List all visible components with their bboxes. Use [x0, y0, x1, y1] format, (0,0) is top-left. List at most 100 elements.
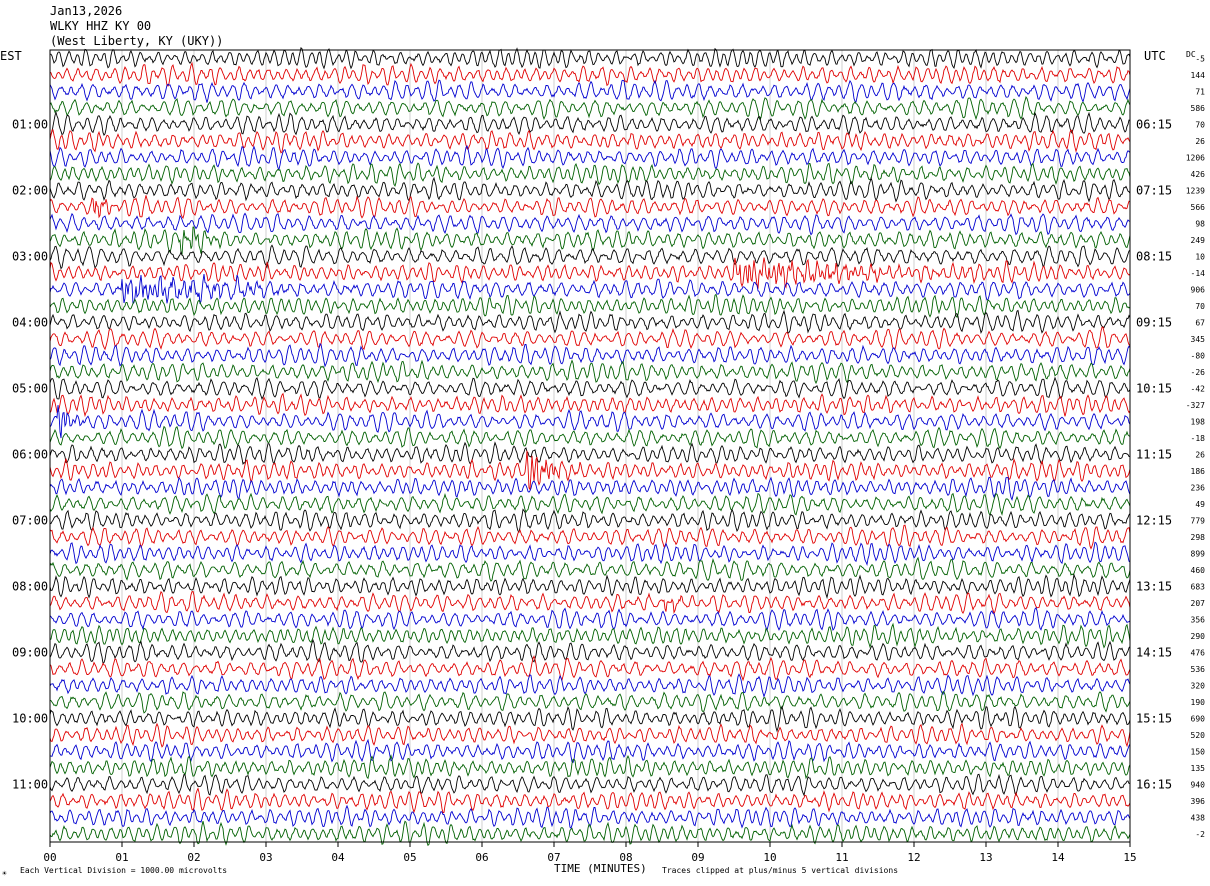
minute-grid — [121, 50, 1059, 842]
est-hour-label: 10:00 — [12, 711, 48, 725]
utc-hour-label: 10:15 — [1136, 381, 1172, 395]
seismic-trace-41 — [49, 722, 1131, 748]
plot-header: Jan13,2026 WLKY HHZ KY 00 (West Liberty,… — [50, 4, 223, 49]
x-tick-label: 11 — [835, 851, 848, 864]
est-hour-labels: 01:00 02:00 03:00 04:00 05:00 06:00 07:00 08:00… — [12, 117, 48, 791]
seismic-trace-32 — [49, 573, 1131, 600]
station-location: (West Liberty, KY (UKY)) — [50, 34, 224, 48]
x-tick-label: 04 — [331, 851, 345, 864]
x-tick-label: 03 — [259, 851, 272, 864]
dc-offset-value: 536 — [1191, 665, 1206, 674]
seismic-trace-36 — [49, 638, 1131, 665]
utc-hour-label: 12:15 — [1136, 513, 1172, 527]
dc-offset-labels: -5 144 71 586 70 26 1206 426 1239 566 98 249 10 -14 90… — [1186, 54, 1205, 839]
x-tick-label: 01 — [115, 851, 128, 864]
seismic-trace-38 — [49, 673, 1131, 699]
est-axis-title: EST — [0, 49, 22, 63]
dc-offset-value: 98 — [1195, 219, 1205, 228]
x-tick-label: 12 — [907, 851, 920, 864]
utc-hour-label: 06:15 — [1136, 117, 1172, 131]
dc-offset-value: 49 — [1195, 500, 1205, 509]
seismic-trace-26 — [49, 476, 1131, 501]
dc-offset-value: -18 — [1191, 434, 1206, 443]
seismic-trace-27 — [49, 492, 1131, 517]
dc-offset-value: 566 — [1191, 203, 1206, 212]
dc-offset-value: -5 — [1195, 54, 1205, 63]
dc-offset-value: 690 — [1191, 714, 1206, 723]
seismic-trace-39 — [49, 691, 1131, 714]
dc-offset-value: 779 — [1191, 516, 1206, 525]
seismic-trace-0 — [49, 46, 1131, 70]
seismic-trace-4 — [49, 110, 1131, 137]
x-tick-label: 09 — [691, 851, 704, 864]
seismic-trace-16 — [49, 309, 1131, 335]
dc-offset-value: 190 — [1191, 698, 1206, 707]
utc-hour-label: 11:15 — [1136, 447, 1172, 461]
dc-offset-value: 10 — [1195, 252, 1205, 261]
dc-offset-value: 71 — [1195, 87, 1205, 96]
seismic-trace-43 — [49, 754, 1131, 780]
seismic-trace-42 — [49, 738, 1131, 764]
utc-hour-label: 07:15 — [1136, 183, 1172, 197]
dc-offset-value: 356 — [1191, 615, 1206, 624]
x-tick-label: 10 — [763, 851, 776, 864]
footer-mark: ☀ — [2, 869, 7, 878]
utc-hour-label: 08:15 — [1136, 249, 1172, 263]
plot-frame — [49, 49, 1131, 843]
dc-offset-value: 438 — [1191, 813, 1206, 822]
dc-offset-value: 298 — [1191, 533, 1206, 542]
seismic-trace-13 — [49, 257, 1131, 289]
x-tick-label: 02 — [187, 851, 200, 864]
dc-offset-value: 144 — [1191, 71, 1206, 80]
dc-offset-value: 135 — [1191, 764, 1206, 773]
utc-hour-label: 13:15 — [1136, 579, 1172, 593]
dc-offset-value: 460 — [1191, 566, 1206, 575]
x-axis: 00 01 02 03 04 05 06 07 08 09 10 11 12 13 14 15 — [43, 842, 1137, 864]
dc-offset-value: 940 — [1191, 780, 1206, 789]
seismic-trace-2 — [49, 79, 1131, 104]
clip-note: Traces clipped at plus/minus 5 vertical … — [662, 866, 899, 875]
dc-offset-value: 70 — [1195, 302, 1205, 311]
est-hour-label: 04:00 — [12, 315, 48, 329]
seismic-traces — [49, 46, 1131, 847]
seismic-trace-17 — [49, 326, 1131, 351]
seismic-trace-44 — [49, 773, 1131, 797]
dc-title: DC — [1186, 50, 1196, 59]
dc-offset-value: 899 — [1191, 549, 1206, 558]
dc-offset-value: 207 — [1191, 599, 1206, 608]
seismic-trace-23 — [49, 425, 1131, 450]
seismic-trace-29 — [49, 524, 1131, 550]
dc-offset-value: -80 — [1191, 351, 1206, 360]
seismic-trace-47 — [49, 820, 1131, 847]
seismic-trace-34 — [49, 607, 1131, 633]
x-tick-label: 00 — [43, 851, 56, 864]
seismic-trace-33 — [49, 590, 1131, 616]
est-hour-label: 11:00 — [12, 777, 48, 791]
seismic-trace-37 — [49, 655, 1131, 682]
x-tick-label: 14 — [1051, 851, 1065, 864]
seismic-trace-31 — [49, 556, 1131, 582]
dc-offset-value: 1206 — [1186, 153, 1205, 162]
utc-hour-labels: 06:15 07:15 08:15 09:15 10:15 11:15 12:15 13:15… — [1136, 117, 1172, 791]
dc-offset-value: -42 — [1191, 384, 1206, 393]
est-hour-label: 07:00 — [12, 513, 48, 527]
est-hour-label: 05:00 — [12, 381, 48, 395]
seismic-trace-9 — [49, 195, 1131, 220]
dc-offset-value: 426 — [1191, 170, 1206, 179]
dc-offset-value: 320 — [1191, 681, 1206, 690]
seismic-trace-21 — [49, 392, 1131, 418]
seismic-trace-11 — [49, 226, 1131, 256]
dc-offset-value: 396 — [1191, 797, 1206, 806]
dc-offset-value: 70 — [1195, 120, 1205, 129]
dc-offset-value: -327 — [1186, 401, 1205, 410]
dc-offset-value: 1239 — [1186, 186, 1205, 195]
seismic-trace-24 — [49, 441, 1131, 465]
dc-offset-value: 150 — [1191, 747, 1206, 756]
seismic-trace-10 — [49, 212, 1131, 236]
seismic-trace-40 — [49, 705, 1131, 733]
est-hour-label: 08:00 — [12, 579, 48, 593]
dc-offset-value: 586 — [1191, 104, 1206, 113]
seismic-trace-3 — [49, 96, 1131, 121]
utc-hour-label: 15:15 — [1136, 711, 1172, 725]
